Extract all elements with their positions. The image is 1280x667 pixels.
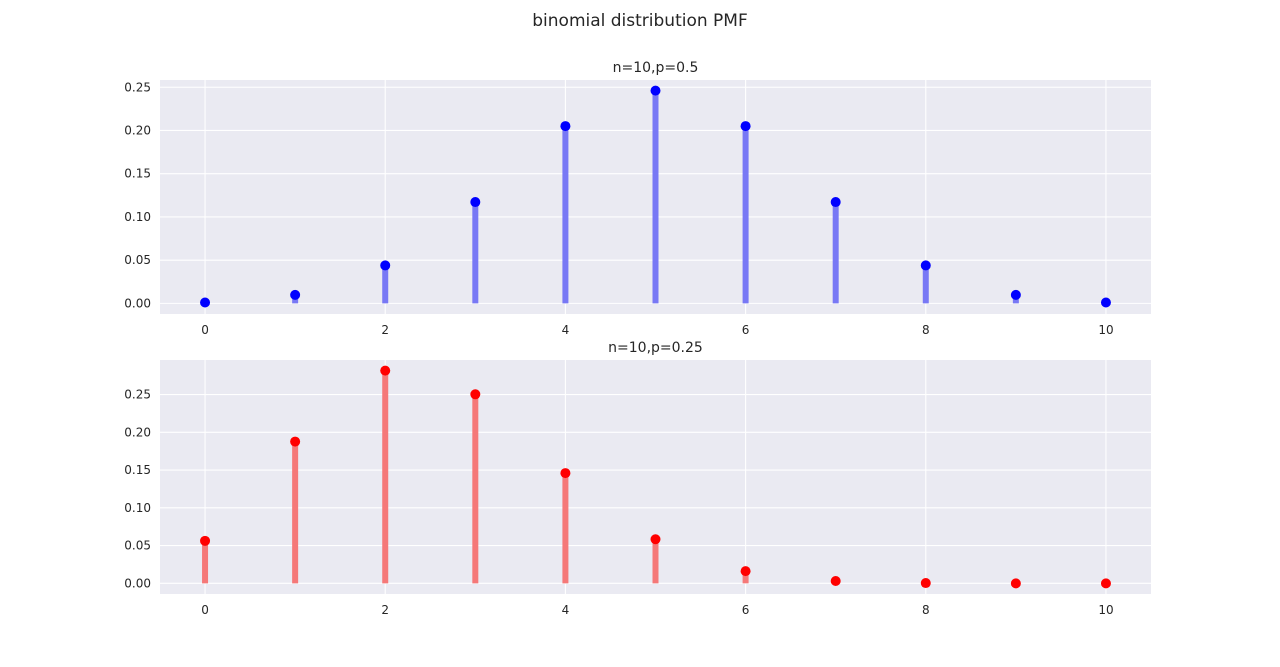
subplot-1-data-point (1100, 297, 1111, 308)
subplot-1-data-point (560, 121, 571, 132)
subplot-1-y-tick-label: 0.05 (124, 253, 151, 267)
subplot-2-y-tick-label: 0.25 (124, 388, 151, 402)
subplot-1-data-point (830, 197, 841, 208)
subplot-2-data-point (200, 535, 211, 546)
subplot-1-y-tick-label: 0.20 (124, 123, 151, 137)
subplot-2-y-tick-label: 0.15 (124, 463, 151, 477)
subplot-1-x-tick-label: 10 (1098, 323, 1113, 337)
subplot-1-title: n=10,p=0.5 (613, 60, 699, 76)
subplot-2-y-ticks: 0.00 0.05 0.10 0.15 0.20 0.25 (124, 388, 151, 591)
subplot-2-x-tick-label: 4 (562, 603, 570, 617)
subplot-2-x-tick-label: 2 (381, 603, 389, 617)
subplot-1-x-tick-label: 4 (562, 323, 570, 337)
subplot-2-data-point (1100, 578, 1111, 589)
subplot-1-x-tick-label: 2 (381, 323, 389, 337)
subplot-2-x-ticks: 0 2 4 6 8 10 (201, 603, 1113, 617)
subplot-1-y-tick-label: 0.10 (124, 210, 151, 224)
subplot-2-data-point (290, 436, 301, 447)
subplot-1-markers (200, 85, 1111, 308)
subplot-1-y-tick-label: 0.00 (124, 296, 151, 310)
subplot-1-y-tick-label: 0.15 (124, 167, 151, 181)
subplot-1-data-point (380, 260, 391, 271)
subplot-2-data-point (830, 576, 841, 587)
subplot-2-y-tick-label: 0.20 (124, 425, 151, 439)
subplot-2-title: n=10,p=0.25 (608, 340, 703, 356)
subplot-2-data-point (470, 389, 481, 400)
subplot-2-data-point (380, 365, 391, 376)
subplot-1-x-tick-label: 6 (742, 323, 750, 337)
subplot-1-x-tick-label: 8 (922, 323, 930, 337)
subplot-1-y-tick-label: 0.25 (124, 80, 151, 94)
figure-title: binomial distribution PMF (532, 11, 748, 31)
subplot-2: 0 2 4 6 8 10 0.00 0.05 0.10 0.15 0.20 0.25 n=10,p=… (124, 340, 1151, 617)
subplot-2-data-point (650, 534, 661, 545)
subplot-1-data-point (650, 85, 661, 96)
subplot-1-data-point (290, 289, 301, 300)
subplot-2-x-tick-label: 8 (922, 603, 930, 617)
subplot-2-x-tick-label: 0 (201, 603, 209, 617)
subplot-2-y-tick-label: 0.00 (124, 576, 151, 590)
subplot-1-data-point (920, 260, 931, 271)
subplot-1-data-point (470, 197, 481, 208)
subplot-2-x-tick-label: 10 (1098, 603, 1113, 617)
subplot-2-data-point (920, 578, 931, 589)
subplot-1-data-point (740, 121, 751, 132)
subplot-2-data-point (740, 566, 751, 577)
subplot-1-data-point (200, 297, 211, 308)
subplot-2-data-point (560, 468, 571, 479)
subplot-2-y-tick-label: 0.10 (124, 501, 151, 515)
subplot-1-x-ticks: 0 2 4 6 8 10 (201, 323, 1113, 337)
subplot-2-x-tick-label: 6 (742, 603, 750, 617)
subplot-2-stems (202, 370, 929, 584)
subplot-2-y-tick-label: 0.05 (124, 539, 151, 553)
subplot-2-markers (200, 365, 1111, 589)
subplot-1-y-ticks: 0.00 0.05 0.10 0.15 0.20 0.25 (124, 80, 151, 310)
subplot-1-data-point (1010, 289, 1021, 300)
subplot-2-data-point (1010, 578, 1021, 589)
subplot-1: 0 2 4 6 8 10 0.00 0.05 0.10 0.15 0.20 0.25 n=10,p=… (124, 60, 1151, 337)
subplot-1-x-tick-label: 0 (201, 323, 209, 337)
